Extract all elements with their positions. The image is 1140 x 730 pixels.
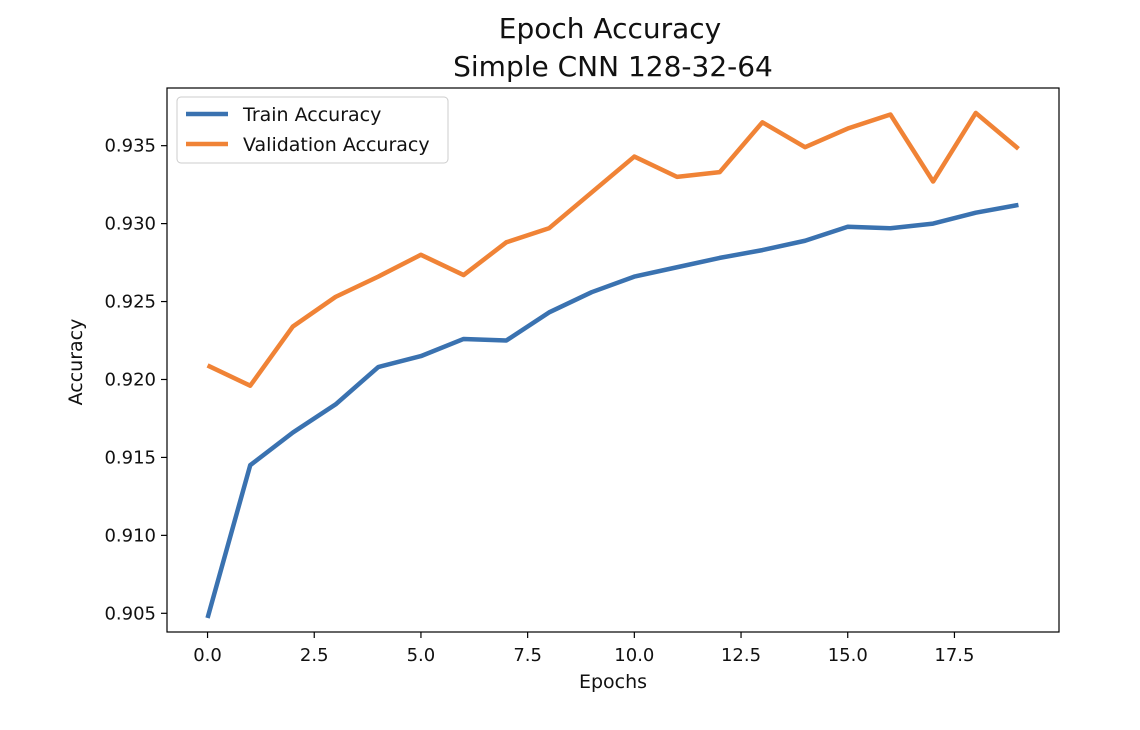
x-tick-label: 10.0 xyxy=(614,645,654,666)
y-tick-label: 0.935 xyxy=(104,136,156,157)
x-tick-label: 2.5 xyxy=(300,645,329,666)
legend-label-validation: Validation Accuracy xyxy=(243,134,430,156)
x-tick-label: 12.5 xyxy=(721,645,761,666)
train-accuracy-line xyxy=(205,202,1019,619)
y-tick-label: 0.925 xyxy=(104,292,156,313)
y-axis-ticks: 0.905 0.910 0.915 0.920 0.925 0.930 0.935 xyxy=(104,136,167,624)
legend-label-train: Train Accuracy xyxy=(242,104,381,126)
y-tick-label: 0.930 xyxy=(104,214,156,235)
y-tick-label: 0.915 xyxy=(104,447,156,468)
legend-box xyxy=(176,96,449,164)
x-tick-label: 0.0 xyxy=(193,645,222,666)
legend: Train Accuracy Validation Accuracy xyxy=(176,96,449,164)
plot-frame xyxy=(166,87,1060,633)
y-tick-label: 0.905 xyxy=(104,603,156,624)
x-tick-label: 5.0 xyxy=(407,645,436,666)
y-axis-label: Accuracy xyxy=(65,319,87,406)
validation-accuracy-line xyxy=(206,110,1020,388)
y-tick-label: 0.920 xyxy=(104,369,156,390)
y-tick-label: 0.910 xyxy=(104,525,156,546)
plot-lines xyxy=(205,110,1020,619)
x-tick-label: 7.5 xyxy=(513,645,542,666)
chart-title: Epoch Accuracy xyxy=(499,12,721,45)
x-tick-label: 17.5 xyxy=(934,645,974,666)
x-axis-ticks: 0.0 2.5 5.0 7.5 10.0 12.5 15.0 17.5 xyxy=(193,632,974,666)
x-axis-label: Epochs xyxy=(579,671,647,693)
chart-subtitle: Simple CNN 128-32-64 xyxy=(453,50,773,83)
x-tick-label: 15.0 xyxy=(828,645,868,666)
